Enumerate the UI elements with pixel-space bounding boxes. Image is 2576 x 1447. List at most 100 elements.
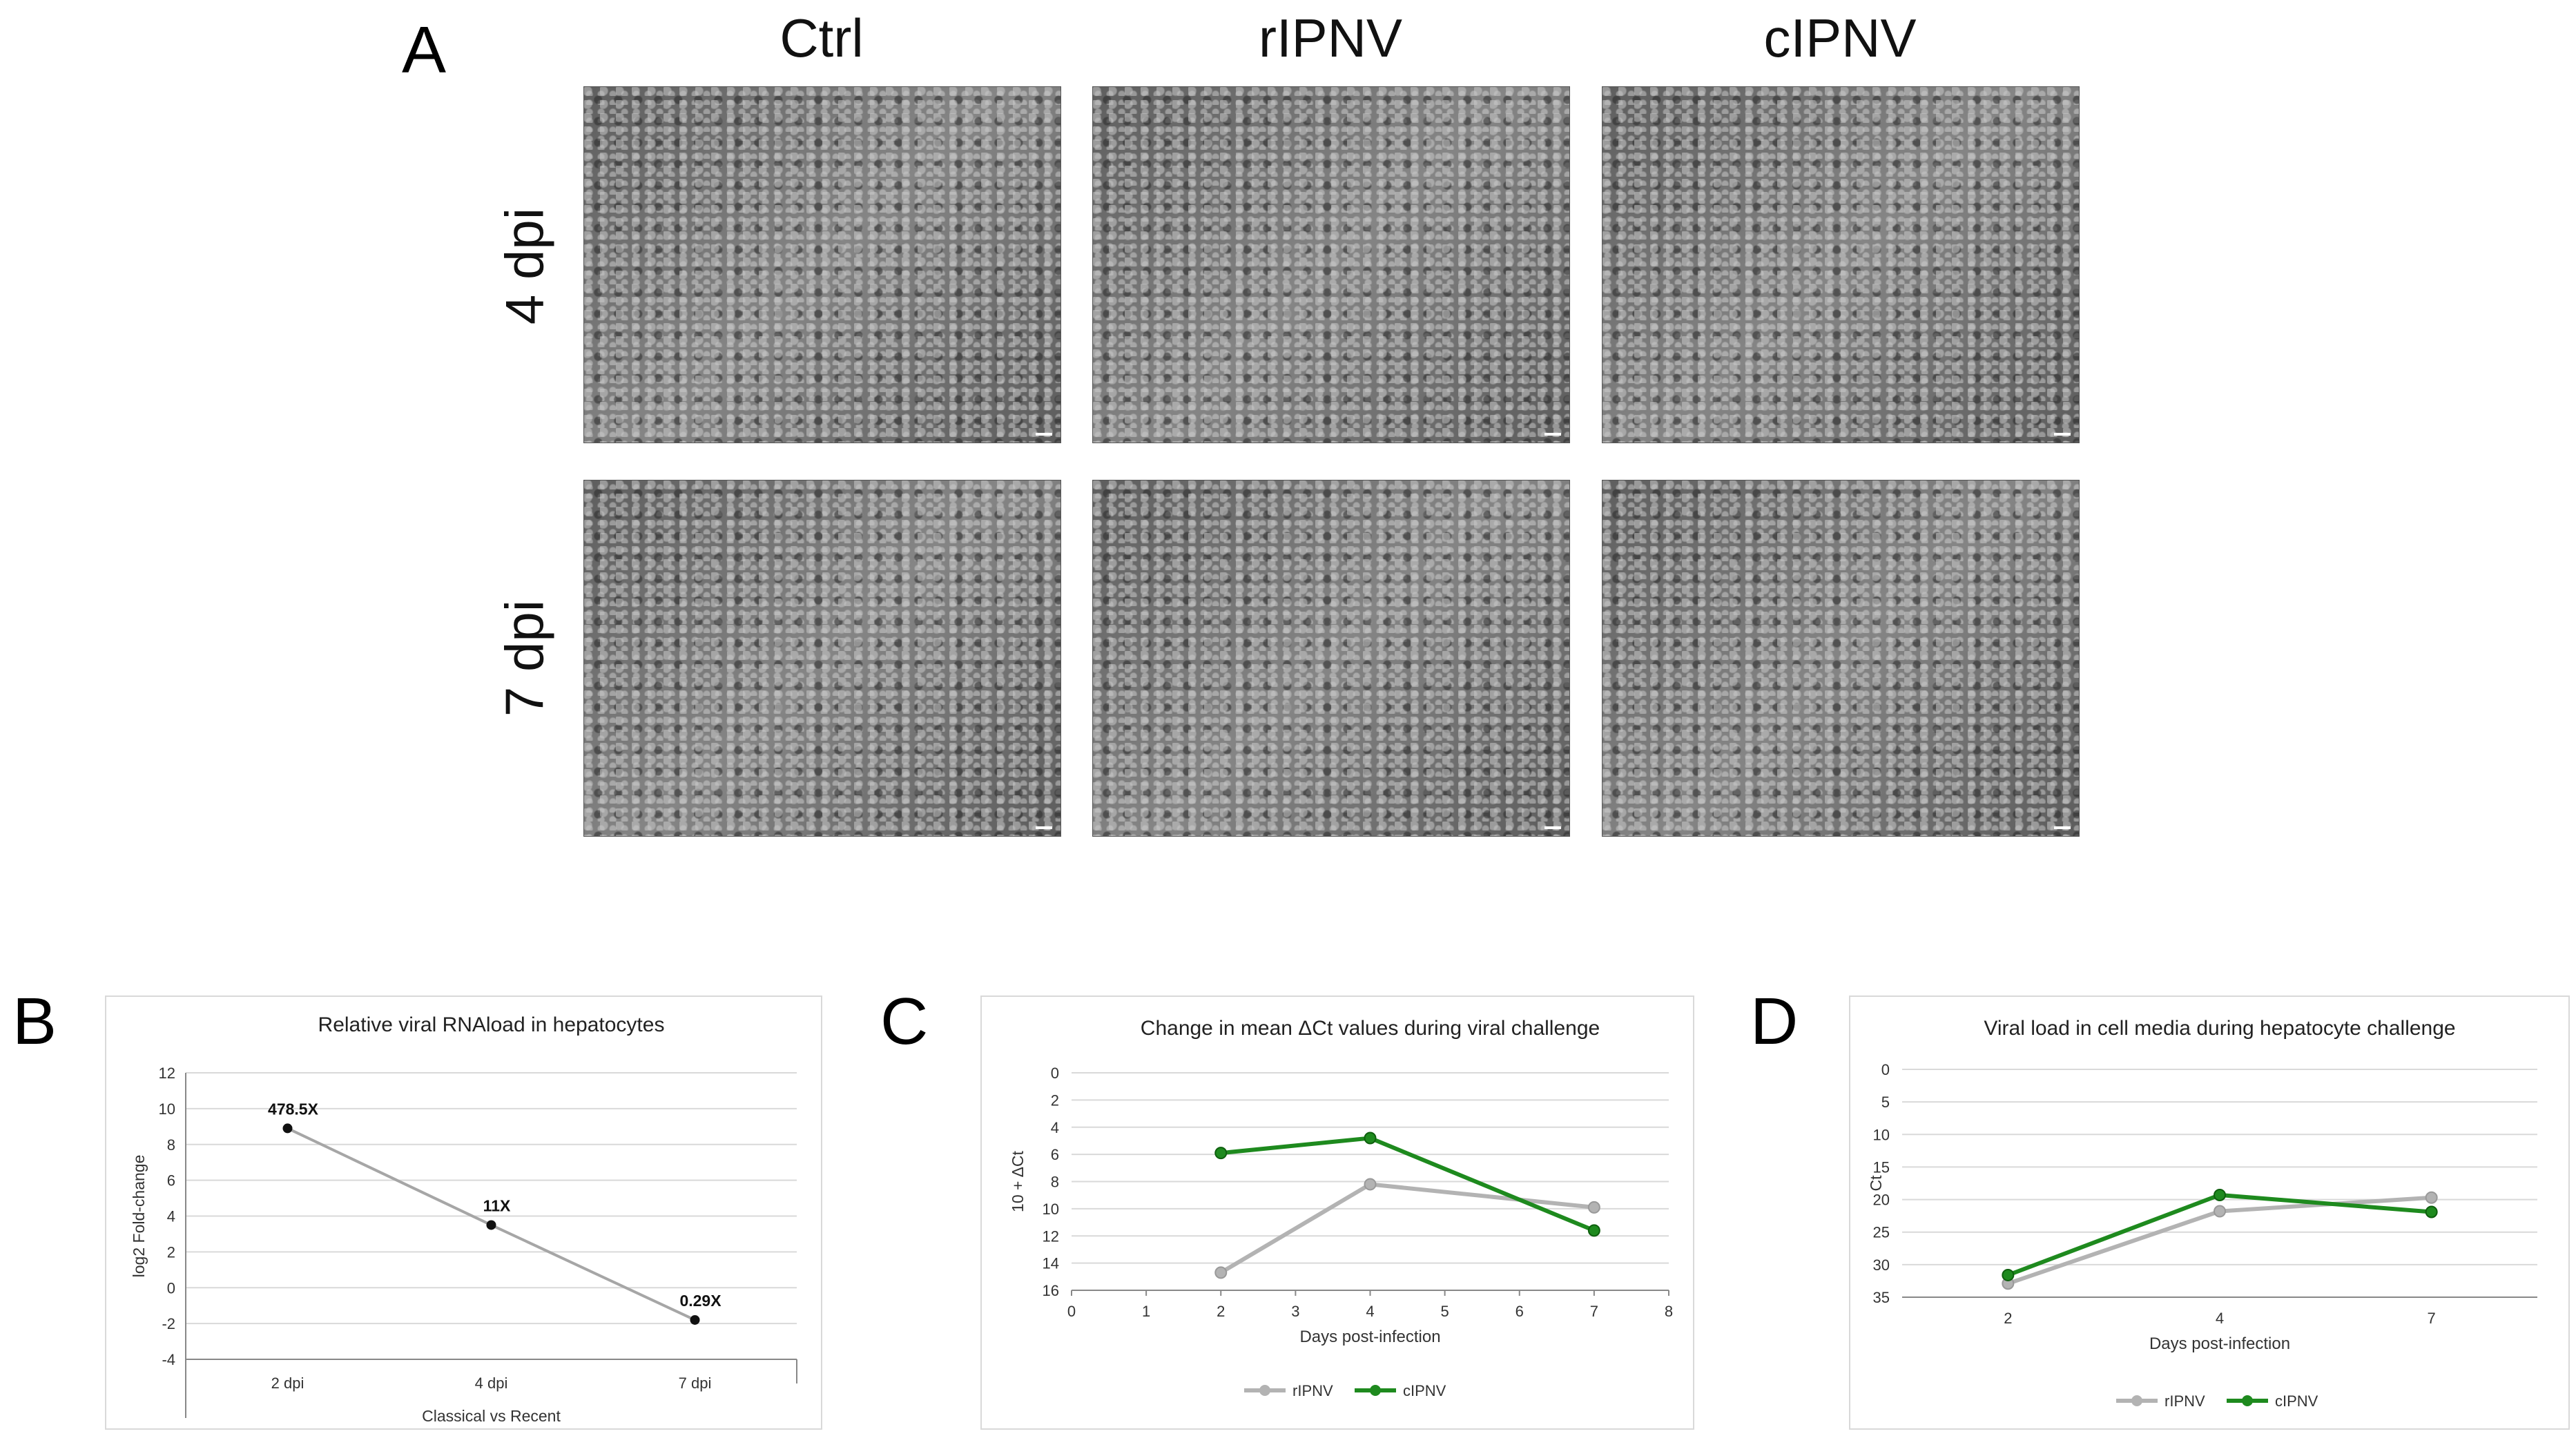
legend-label: rIPNV [2165, 1392, 2205, 1410]
y-axis-label: log2 Fold-change [130, 1155, 148, 1278]
data-point-rIPNV [2214, 1205, 2226, 1218]
legend-label: cIPNV [1403, 1382, 1446, 1399]
scale-bar [2054, 433, 2071, 436]
column-header-ctrl: Ctrl [779, 8, 864, 68]
row-header-4dpi: 4 dpi [494, 207, 555, 325]
y-axis-label: Ct [1867, 1175, 1885, 1192]
micrograph-cipnv-4dpi [1602, 86, 2080, 443]
y-tick-label: 2 [1051, 1091, 1059, 1109]
data-point-cIPNV [1587, 1224, 1600, 1237]
y-tick-label: 8 [167, 1136, 175, 1154]
y-tick-label: 5 [1881, 1094, 1890, 1111]
scale-bar [2054, 826, 2071, 829]
data-label: 0.29X [679, 1292, 722, 1310]
scale-bar [1036, 433, 1052, 436]
micrograph-ctrl-4dpi [583, 86, 1061, 443]
data-point [282, 1123, 293, 1134]
data-point-rIPNV [1214, 1266, 1228, 1279]
y-tick-label: 8 [1051, 1174, 1059, 1191]
scale-bar [1544, 826, 1561, 829]
y-tick-label: 6 [167, 1172, 175, 1189]
x-axis-label: Days post-infection [2149, 1334, 2290, 1353]
legend-label: cIPNV [2275, 1392, 2318, 1410]
y-tick-label: 10 [159, 1100, 175, 1118]
legend-marker [2242, 1395, 2253, 1406]
data-point [486, 1220, 496, 1230]
y-tick-label: 0 [1051, 1065, 1059, 1082]
y-tick-label: 25 [1873, 1224, 1890, 1241]
y-tick-label: 0 [1881, 1061, 1890, 1078]
y-tick-label: 2 [167, 1243, 175, 1261]
y-tick-label: 15 [1873, 1158, 1890, 1176]
x-tick-label: 7 [2428, 1310, 2436, 1327]
data-label: 478.5X [268, 1100, 319, 1118]
data-point-rIPNV [2425, 1191, 2438, 1204]
x-tick-label: 5 [1441, 1303, 1449, 1320]
data-label: 11X [483, 1196, 511, 1214]
y-tick-label: 30 [1873, 1256, 1890, 1274]
panel-d-letter: D [1750, 984, 1799, 1058]
chart-c-frame: Change in mean ΔCt values during viral c… [980, 996, 1694, 1430]
x-tick-label: 2 dpi [271, 1375, 304, 1392]
y-tick-label: -2 [162, 1315, 175, 1332]
x-tick-label: 7 dpi [679, 1375, 712, 1392]
row-header-7dpi: 7 dpi [494, 599, 555, 717]
data-point-rIPNV [1587, 1201, 1600, 1214]
series-line-cIPNV [1220, 1136, 1596, 1233]
x-tick-label: 7 [1590, 1303, 1598, 1320]
legend-label: rIPNV [1292, 1382, 1333, 1399]
x-tick-label: 3 [1291, 1303, 1299, 1320]
chart-d-frame: Viral load in cell media during hepatocy… [1849, 996, 2570, 1430]
x-tick-label: 6 [1515, 1303, 1524, 1320]
data-point-cIPNV [1364, 1132, 1377, 1145]
chart-title: Change in mean ΔCt values during viral c… [1141, 1017, 1600, 1040]
chart-d: Viral load in cell media during hepatocy… [1867, 1017, 2537, 1410]
y-tick-label: 35 [1873, 1289, 1890, 1306]
x-axis-label: Days post-infection [1299, 1328, 1440, 1346]
y-tick-label: 12 [1043, 1227, 1059, 1245]
y-tick-label: 16 [1043, 1282, 1059, 1299]
data-point-cIPNV [2214, 1188, 2226, 1201]
x-tick-label: 4 [2216, 1310, 2224, 1327]
micrograph-ripnv-7dpi [1092, 480, 1570, 837]
scale-bar [1544, 433, 1561, 436]
chart-b: Relative viral RNAload in hepatocytes 12 1… [130, 1013, 797, 1425]
legend-marker [1259, 1385, 1270, 1396]
x-tick-label: 8 [1665, 1303, 1673, 1320]
panel-c-letter: C [880, 984, 929, 1058]
legend-marker [1370, 1385, 1381, 1396]
legend-marker [2131, 1395, 2142, 1406]
x-tick-label: 1 [1142, 1303, 1150, 1320]
y-tick-label: 10 [1873, 1126, 1890, 1143]
y-tick-label: -4 [162, 1351, 175, 1368]
column-header-ripnv: rIPNV [1258, 8, 1403, 68]
y-tick-label: 14 [1043, 1255, 1059, 1272]
y-tick-label: 10 [1043, 1201, 1059, 1218]
x-axis-label: Classical vs Recent [422, 1407, 561, 1425]
micrograph-ripnv-4dpi [1092, 86, 1570, 443]
x-tick-label: 4 dpi [475, 1375, 508, 1392]
y-tick-label: 4 [167, 1208, 175, 1225]
y-tick-label: 4 [1051, 1119, 1059, 1136]
data-point-rIPNV [1364, 1178, 1377, 1191]
panel-b-letter: B [12, 984, 57, 1058]
x-tick-label: 2 [1217, 1303, 1225, 1320]
column-header-cipnv: cIPNV [1763, 8, 1917, 68]
data-point-cIPNV [1214, 1147, 1228, 1160]
data-point-cIPNV [2002, 1268, 2015, 1281]
x-tick-label: 0 [1067, 1303, 1076, 1320]
chart-title: Viral load in cell media during hepatocy… [1984, 1017, 2455, 1040]
scale-bar [1036, 826, 1052, 829]
chart-c: Change in mean ΔCt values during viral c… [1009, 1017, 1673, 1399]
micrograph-ctrl-7dpi [583, 480, 1061, 837]
y-tick-label: 0 [167, 1279, 175, 1297]
series-line-rIPNV [1219, 1182, 1595, 1274]
y-axis-label: 10 + ΔCt [1009, 1150, 1027, 1212]
y-tick-label: 12 [159, 1065, 175, 1082]
y-tick-label: 20 [1873, 1192, 1890, 1209]
x-tick-label: 4 [1366, 1303, 1374, 1320]
panel-a-letter: A [402, 13, 447, 87]
x-tick-label: 2 [2004, 1310, 2012, 1327]
y-tick-label: 6 [1051, 1146, 1059, 1163]
micrograph-cipnv-7dpi [1602, 480, 2080, 837]
